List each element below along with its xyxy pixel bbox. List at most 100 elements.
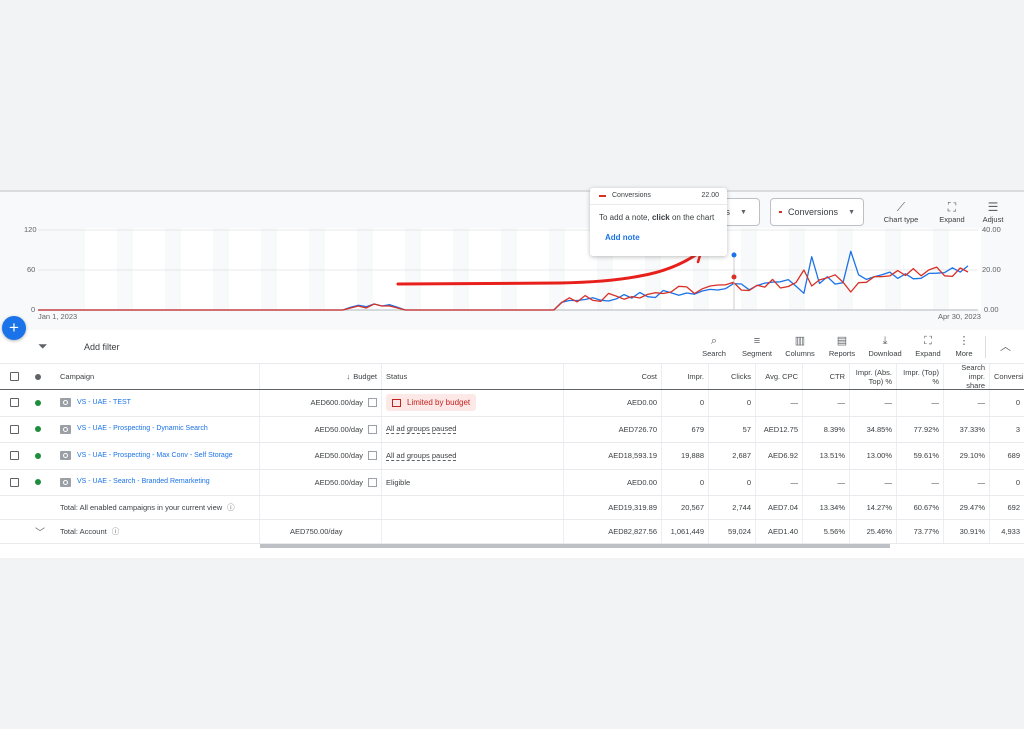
search-button[interactable]: ⌕ Search bbox=[700, 334, 728, 358]
status-header-dot bbox=[35, 373, 41, 380]
enabled-status-dot[interactable] bbox=[35, 426, 41, 433]
hover-point[interactable] bbox=[731, 274, 737, 280]
campaign-name-link[interactable]: VS - UAE - Prospecting - Max Conv - Self… bbox=[77, 451, 233, 459]
row-checkbox[interactable] bbox=[9, 477, 19, 487]
cell-top: 77.92% bbox=[897, 416, 944, 442]
chart-band bbox=[181, 228, 213, 310]
chart-tooltip: Conversions 22.00 To add a note, click o… bbox=[590, 188, 727, 256]
row-checkbox[interactable] bbox=[9, 398, 19, 408]
caret-down-icon: ▼ bbox=[740, 208, 747, 216]
chart-type-button[interactable]: ⟋ Chart type bbox=[881, 200, 921, 224]
col-header-campaign[interactable]: Campaign bbox=[56, 364, 260, 389]
search-campaign-icon bbox=[60, 477, 71, 487]
conversions-series-line[interactable] bbox=[38, 266, 969, 311]
total-conversions: 692 bbox=[1007, 503, 1020, 512]
segment-icon: ≡ bbox=[753, 335, 761, 347]
campaign-name-link[interactable]: VS - UAE - Search - Branded Remarketing bbox=[77, 478, 210, 486]
cell-share: 37.33% bbox=[944, 416, 990, 442]
add-fab-button[interactable]: + bbox=[2, 316, 26, 340]
performance-chart[interactable]: 120 60 0 40.00 20.00 0.00 Jan 1, 2023 Ap… bbox=[0, 192, 1024, 330]
collapse-icon[interactable]: ︿ bbox=[1000, 341, 1011, 353]
col-header-cost[interactable]: Cost bbox=[564, 364, 662, 389]
col-header-conversions[interactable]: Conversi bbox=[994, 372, 1024, 381]
chart-band bbox=[517, 228, 549, 310]
total-label: Total: All enabled campaigns in your cur… bbox=[60, 503, 223, 512]
total-cost: AED82,827.56 bbox=[564, 520, 662, 543]
campaign-name-link[interactable]: VS - UAE - Prospecting - Dynamic Search bbox=[77, 425, 208, 433]
columns-button[interactable]: ▥ Columns bbox=[783, 334, 817, 358]
status-text[interactable]: All ad groups paused bbox=[386, 424, 457, 435]
download-button[interactable]: ⤓ Download bbox=[866, 334, 904, 358]
col-header-impr-top[interactable]: Impr. (Top) % bbox=[897, 364, 944, 389]
segment-button[interactable]: ≡ Segment bbox=[739, 334, 775, 358]
table-row[interactable]: VS - UAE - Prospecting - Dynamic Search … bbox=[0, 416, 1024, 443]
chart-canvas[interactable] bbox=[0, 192, 1024, 330]
expand-table-button[interactable]: ⛶ Expand bbox=[912, 334, 944, 358]
caret-down-icon: ▼ bbox=[848, 208, 855, 216]
cell-share: 29.10% bbox=[944, 443, 990, 469]
total-ctr: 5.56% bbox=[803, 520, 850, 543]
horizontal-scrollbar[interactable] bbox=[260, 544, 890, 548]
budget-value[interactable]: AED50.00/day bbox=[314, 451, 363, 461]
total-clicks: 59,024 bbox=[709, 520, 756, 543]
add-filter-button[interactable]: Add filter bbox=[84, 342, 120, 352]
status-text: Eligible bbox=[386, 477, 411, 487]
cell-avg_cpc: — bbox=[756, 390, 803, 416]
cell-top: — bbox=[897, 469, 944, 495]
budget-chart-icon[interactable] bbox=[368, 451, 377, 461]
table-row[interactable]: VS - UAE - Search - Branded Remarketing … bbox=[0, 469, 1024, 496]
total-conversions: 4,933 bbox=[1001, 527, 1020, 536]
y-right-tick: 20.00 bbox=[982, 265, 1001, 274]
budget-chart-icon[interactable] bbox=[368, 398, 377, 408]
budget-chart-icon[interactable] bbox=[368, 424, 377, 434]
col-header-impr-abs-top[interactable]: Impr. (Abs. Top) % bbox=[850, 364, 897, 389]
metric-selector-conversions[interactable]: Conversions ▼ bbox=[770, 198, 864, 226]
budget-value[interactable]: AED50.00/day bbox=[314, 477, 363, 487]
total-top: 60.67% bbox=[897, 496, 944, 519]
cell-share: — bbox=[944, 469, 990, 495]
col-header-search-share[interactable]: Search impr. share bbox=[944, 364, 990, 389]
enabled-status-dot[interactable] bbox=[35, 452, 41, 459]
y-left-tick: 120 bbox=[24, 225, 37, 234]
more-button[interactable]: ⋮ More bbox=[951, 334, 977, 358]
tooltip-note-text: To add a note, click on the chart bbox=[599, 213, 715, 222]
row-checkbox[interactable] bbox=[9, 424, 19, 434]
reports-button[interactable]: ▤ Reports bbox=[826, 334, 858, 358]
filter-icon[interactable]: ⏷ bbox=[38, 339, 48, 353]
enabled-status-dot[interactable] bbox=[35, 479, 41, 486]
row-checkbox[interactable] bbox=[9, 451, 19, 461]
help-icon[interactable]: ⓘ bbox=[111, 527, 120, 536]
hover-point[interactable] bbox=[731, 252, 737, 258]
cell-abs_top: 34.85% bbox=[850, 416, 897, 442]
table-row[interactable]: VS - UAE - TEST AED600.00/day Limited by… bbox=[0, 390, 1024, 417]
enabled-status-dot[interactable] bbox=[35, 399, 41, 406]
col-header-avg-cpc[interactable]: Avg. CPC bbox=[756, 364, 803, 389]
add-note-link[interactable]: Add note bbox=[605, 233, 640, 242]
total-top: 73.77% bbox=[897, 520, 944, 543]
budget-value[interactable]: AED50.00/day bbox=[314, 424, 363, 434]
select-all-checkbox[interactable] bbox=[9, 372, 19, 381]
chevron-down-icon[interactable]: ﹀ bbox=[35, 528, 45, 539]
col-header-ctr[interactable]: CTR bbox=[803, 364, 850, 389]
total-avg_cpc: AED7.04 bbox=[756, 496, 803, 519]
col-header-impr[interactable]: Impr. bbox=[662, 364, 709, 389]
chart-expand-button[interactable]: ⛶ Expand bbox=[932, 200, 972, 224]
status-text[interactable]: All ad groups paused bbox=[386, 450, 457, 461]
campaign-name-link[interactable]: VS - UAE - TEST bbox=[77, 398, 131, 406]
chart-adjust-button[interactable]: ☰ Adjust bbox=[973, 200, 1013, 224]
total-share: 30.91% bbox=[944, 520, 990, 543]
cell-top: — bbox=[897, 390, 944, 416]
col-header-status[interactable]: Status bbox=[382, 364, 564, 389]
total-share: 29.47% bbox=[944, 496, 990, 519]
status-badge[interactable]: Limited by budget bbox=[386, 394, 477, 412]
help-icon[interactable]: ⓘ bbox=[227, 503, 235, 512]
budget-value[interactable]: AED600.00/day bbox=[310, 398, 363, 408]
total-impr: 20,567 bbox=[662, 496, 709, 519]
budget-chart-icon[interactable] bbox=[368, 477, 377, 487]
total-clicks: 2,744 bbox=[709, 496, 756, 519]
table-row[interactable]: VS - UAE - Prospecting - Max Conv - Self… bbox=[0, 443, 1024, 470]
cell-clicks: 57 bbox=[709, 416, 756, 442]
cell-cost: AED18,593.19 bbox=[564, 443, 662, 469]
col-header-clicks[interactable]: Clicks bbox=[709, 364, 756, 389]
col-header-budget[interactable]: ↓ Budget bbox=[260, 364, 382, 389]
